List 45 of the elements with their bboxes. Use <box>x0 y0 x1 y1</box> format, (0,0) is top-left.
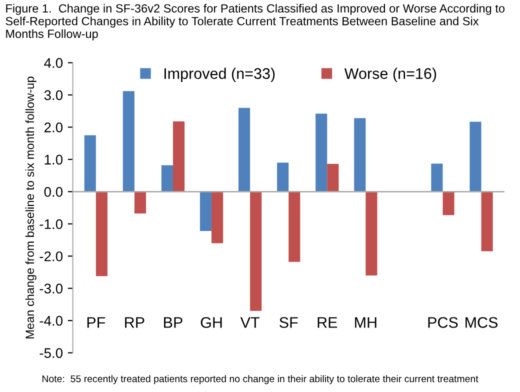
bar <box>250 192 262 311</box>
bar <box>277 162 289 192</box>
bar <box>354 118 366 192</box>
x-tick-label: PCS <box>428 317 458 328</box>
bar <box>172 121 185 192</box>
y-tick-label: -2.0 <box>40 251 63 262</box>
y-tick-label: 4.0 <box>44 58 63 68</box>
bar <box>442 192 454 216</box>
y-tick-label: -1.0 <box>40 219 63 230</box>
bar <box>470 122 482 192</box>
y-tick-label: 0.0 <box>44 186 63 197</box>
x-tick-label: RP <box>125 317 144 328</box>
bar <box>316 114 328 192</box>
bar <box>327 164 339 192</box>
bar <box>238 108 250 192</box>
x-tick-label: SF <box>280 317 298 328</box>
y-tick-label: 2.0 <box>44 122 63 132</box>
bar <box>431 164 443 192</box>
legend-label: Worse (n=16) <box>344 68 436 82</box>
x-tick-label: PF <box>87 317 106 328</box>
chart-title: Figure 1. Change in SF-36v2 Scores for Patients Classified as Improved or Worse According to Self-Reported Changes in Ability to Tolerate Current Treatments Between Baseline and Six Months Follow-up <box>6 4 504 40</box>
x-tick-label: MCS <box>466 317 498 328</box>
bar <box>122 91 134 192</box>
text: Note: 55 recently treated patients reported no change in their ability to tolerate their current treatment <box>42 375 478 384</box>
y-tick-label: 1.0 <box>44 154 63 165</box>
y-tick-label: -5.0 <box>40 348 63 358</box>
legend-label: Improved (n=33) <box>164 68 275 82</box>
y-tick-label: -4.0 <box>40 316 63 326</box>
bar <box>161 165 173 192</box>
bar <box>212 192 224 244</box>
bar <box>134 192 146 214</box>
bar <box>366 192 378 276</box>
bar <box>84 135 96 192</box>
bar <box>96 192 108 276</box>
x-tick-label: MH <box>355 317 376 328</box>
bar <box>481 192 493 252</box>
x-tick-label: RE <box>318 317 338 328</box>
y-tick-label: -3.0 <box>40 284 63 294</box>
y-axis-title: Mean change from baseline to six month follow-up <box>25 76 36 338</box>
y-tick-label: 3.0 <box>44 90 63 100</box>
bar <box>288 192 300 262</box>
x-tick-label: GH <box>200 317 222 328</box>
x-tick-label: VT <box>240 317 260 328</box>
bar <box>200 192 212 231</box>
x-tick-label: BP <box>164 317 182 328</box>
